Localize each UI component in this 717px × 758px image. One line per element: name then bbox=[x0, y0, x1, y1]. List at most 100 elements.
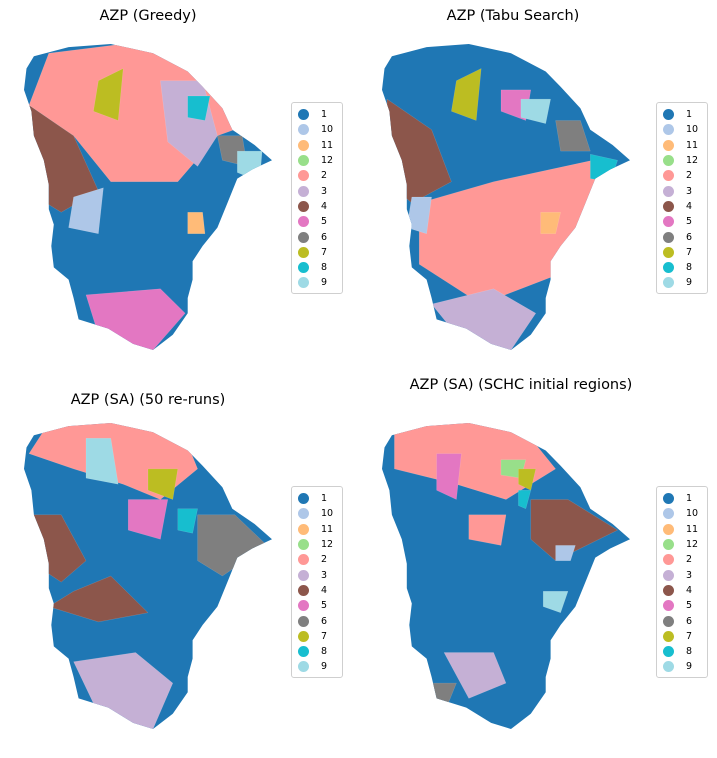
legend-item-3: 3 bbox=[298, 567, 342, 582]
legend-label: 2 bbox=[321, 170, 328, 182]
legend-marker bbox=[663, 155, 674, 167]
choropleth-map bbox=[382, 44, 630, 350]
map-region-11 bbox=[540, 212, 561, 234]
legend-item-9: 9 bbox=[663, 275, 707, 290]
legend-label: 10 bbox=[321, 508, 334, 520]
legend-label: 2 bbox=[321, 554, 328, 566]
map-region-9 bbox=[237, 150, 263, 182]
legend-marker bbox=[663, 646, 674, 658]
panel-title: AZP (SA) (SCHC initial regions) bbox=[409, 377, 633, 393]
legend-item-11: 11 bbox=[298, 138, 342, 153]
map-region-7 bbox=[147, 468, 179, 500]
legend-marker bbox=[663, 493, 674, 505]
legend-label: 8 bbox=[321, 646, 328, 658]
legend-marker bbox=[663, 554, 674, 566]
map-region-7 bbox=[93, 68, 124, 121]
legend-item-1: 1 bbox=[663, 107, 707, 122]
legend-item-5: 5 bbox=[663, 598, 707, 613]
legend-item-3: 3 bbox=[298, 183, 342, 198]
legend-marker bbox=[298, 216, 309, 228]
map-region-4 bbox=[530, 499, 619, 561]
legend-item-6: 6 bbox=[298, 613, 342, 628]
map-region-6 bbox=[555, 120, 591, 152]
legend-label: 7 bbox=[321, 630, 328, 642]
legend-marker bbox=[663, 109, 674, 121]
legend-marker bbox=[663, 231, 674, 243]
map-region-8 bbox=[177, 508, 198, 534]
legend-marker bbox=[663, 615, 674, 627]
map-region-1 bbox=[24, 423, 272, 729]
legend-item-8: 8 bbox=[663, 260, 707, 275]
legend-item-12: 12 bbox=[663, 153, 707, 168]
legend-label: 10 bbox=[686, 508, 699, 520]
legend-label: 6 bbox=[321, 615, 328, 627]
legend-marker bbox=[298, 124, 309, 136]
choropleth-map bbox=[24, 44, 272, 350]
legend-item-2: 2 bbox=[298, 552, 342, 567]
legend-item-7: 7 bbox=[663, 629, 707, 644]
legend-marker bbox=[663, 200, 674, 212]
legend-label: 8 bbox=[686, 262, 693, 274]
legend-item-4: 4 bbox=[298, 199, 342, 214]
legend-item-2: 2 bbox=[663, 168, 707, 183]
legend-item-11: 11 bbox=[298, 522, 342, 537]
legend-label: 4 bbox=[321, 200, 328, 212]
legend-label: 7 bbox=[686, 246, 693, 258]
legend-marker bbox=[663, 584, 674, 596]
legend-item-10: 10 bbox=[663, 122, 707, 137]
legend-item-12: 12 bbox=[298, 153, 342, 168]
legend-item-12: 12 bbox=[298, 537, 342, 552]
legend-item-11: 11 bbox=[663, 522, 707, 537]
legend-marker bbox=[663, 216, 674, 228]
legend-item-1: 1 bbox=[298, 107, 342, 122]
legend-marker bbox=[298, 630, 309, 642]
legend-marker bbox=[298, 185, 309, 197]
legend-item-8: 8 bbox=[663, 644, 707, 659]
map-region-9 bbox=[520, 98, 551, 124]
legend-label: 9 bbox=[686, 277, 693, 289]
map-legend: 1 10 11 12 2 3 4 5 6 7 8 9 bbox=[291, 102, 343, 294]
legend-label: 1 bbox=[321, 493, 328, 505]
legend-marker bbox=[298, 170, 309, 182]
panel-title: AZP (Tabu Search) bbox=[446, 8, 580, 24]
legend-label: 11 bbox=[686, 523, 699, 535]
map-region-2 bbox=[468, 514, 507, 546]
map-region-6 bbox=[197, 514, 268, 577]
legend-label: 7 bbox=[321, 246, 328, 258]
map-region-3 bbox=[443, 652, 507, 699]
legend-label: 3 bbox=[321, 569, 328, 581]
legend-marker bbox=[663, 569, 674, 581]
legend-marker bbox=[298, 231, 309, 243]
legend-label: 2 bbox=[686, 554, 693, 566]
legend-label: 9 bbox=[321, 661, 328, 673]
panel-title: AZP (SA) (50 re-runs) bbox=[70, 392, 226, 408]
legend-item-3: 3 bbox=[663, 183, 707, 198]
legend-label: 6 bbox=[686, 615, 693, 627]
legend-label: 5 bbox=[686, 600, 693, 612]
legend-marker bbox=[298, 109, 309, 121]
legend-item-1: 1 bbox=[298, 491, 342, 506]
legend-item-5: 5 bbox=[298, 598, 342, 613]
legend-marker bbox=[663, 124, 674, 136]
map-legend: 1 10 11 12 2 3 4 5 6 7 8 9 bbox=[656, 486, 708, 678]
legend-item-2: 2 bbox=[663, 552, 707, 567]
legend-label: 7 bbox=[686, 630, 693, 642]
legend-marker bbox=[298, 584, 309, 596]
legend-marker bbox=[663, 508, 674, 520]
legend-label: 12 bbox=[321, 539, 334, 551]
legend-label: 5 bbox=[686, 216, 693, 228]
legend-marker bbox=[663, 139, 674, 151]
map-panel-sa-reruns: AZP (SA) (50 re-runs) 1 10 11 12 2 3 4 5 6 7 8 9 bbox=[0, 379, 358, 758]
legend-label: 1 bbox=[686, 493, 693, 505]
legend-marker bbox=[663, 661, 674, 673]
legend-marker bbox=[663, 170, 674, 182]
legend-label: 5 bbox=[321, 216, 328, 228]
legend-item-1: 1 bbox=[663, 491, 707, 506]
legend-marker bbox=[298, 493, 309, 505]
legend-marker bbox=[298, 661, 309, 673]
legend-marker bbox=[298, 539, 309, 551]
legend-marker bbox=[663, 185, 674, 197]
legend-marker bbox=[663, 277, 674, 289]
legend-label: 4 bbox=[321, 584, 328, 596]
legend-label: 4 bbox=[686, 200, 693, 212]
